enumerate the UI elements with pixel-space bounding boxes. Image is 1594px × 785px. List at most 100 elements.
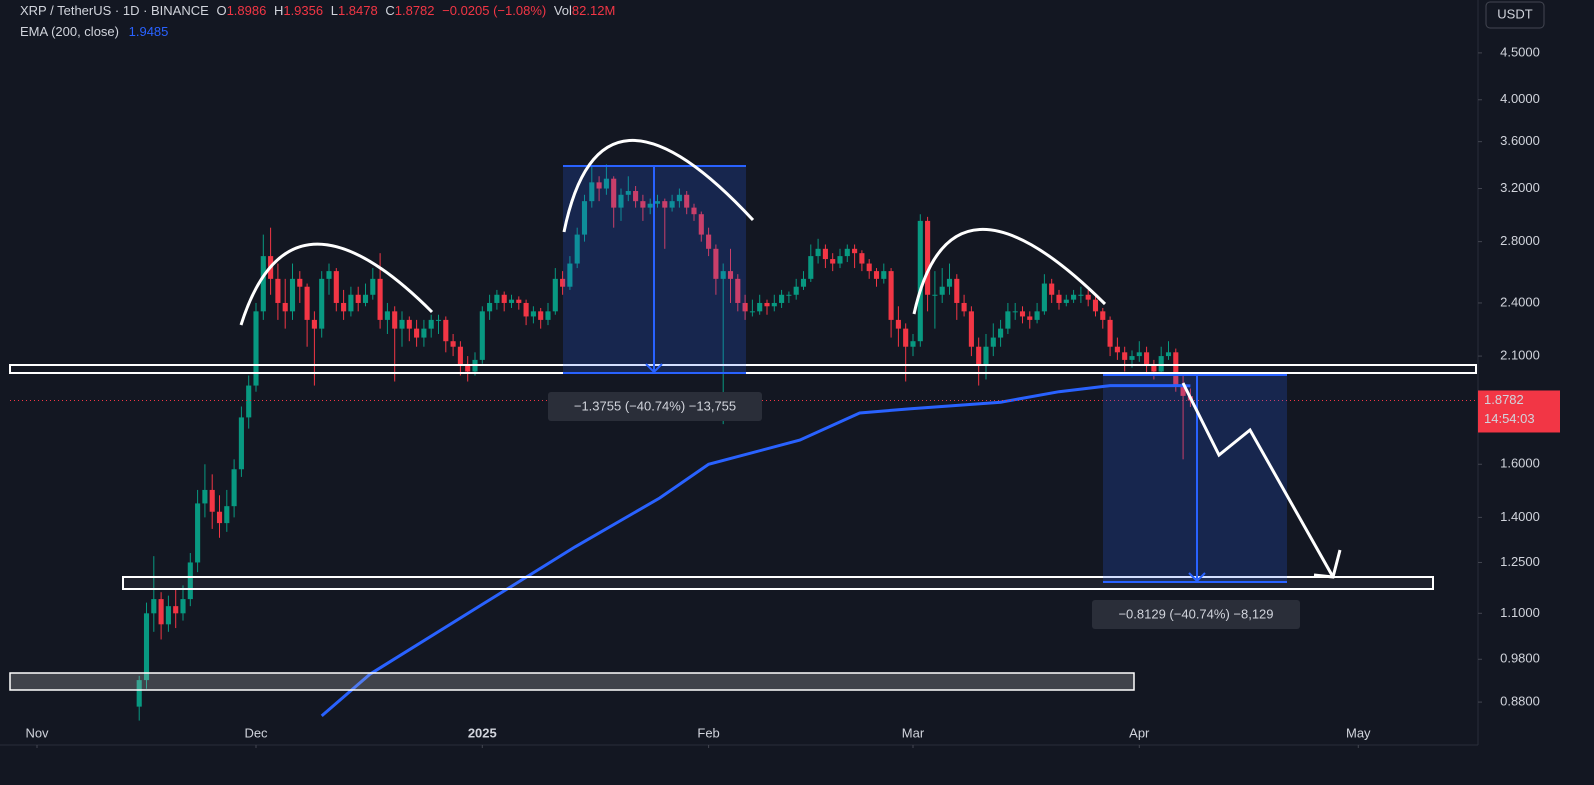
candle-body: [1049, 283, 1055, 295]
candle-body: [662, 201, 668, 208]
candle-body: [1151, 365, 1157, 372]
candle-body: [530, 311, 536, 317]
candle-body: [800, 278, 807, 287]
currency[interactable]: USDT: [1497, 6, 1532, 21]
y-tick-label: 3.2000: [1500, 180, 1540, 195]
ohlc-label: O: [216, 3, 226, 18]
candle-body: [523, 302, 529, 317]
candle-body: [173, 606, 179, 614]
pattern-curve: [562, 138, 755, 233]
price-tag-box: [1478, 390, 1560, 433]
measure-label-box: [548, 392, 762, 421]
candle-body: [392, 311, 398, 329]
candle-body: [961, 302, 967, 312]
candle-body: [202, 489, 208, 504]
candle-body: [976, 346, 982, 366]
candle-body: [231, 469, 237, 507]
candle-body: [326, 271, 332, 279]
candle-body: [596, 182, 602, 189]
candle-body: [822, 248, 828, 260]
y-tick-label: 4.5000: [1500, 44, 1540, 59]
candle-body: [910, 341, 916, 347]
candle-body: [341, 302, 347, 312]
candle-body: [253, 311, 259, 386]
candle-body: [1056, 294, 1062, 303]
candle-body: [932, 294, 938, 296]
ohlc-value: 1.9356: [283, 3, 323, 18]
candle-body: [1078, 294, 1084, 296]
candle-body: [143, 613, 150, 681]
candle-body: [684, 194, 690, 208]
candle-body: [669, 201, 675, 208]
candle-body: [370, 278, 376, 295]
candle-body: [1063, 299, 1069, 303]
ohlc-label: L: [331, 3, 338, 18]
candle-body: [603, 178, 609, 189]
candle-body: [691, 207, 697, 215]
candle-body: [946, 278, 953, 287]
candle-body: [399, 319, 405, 329]
header: XRP / TetherUS · 1D · BINANCE O1.8986 H1…: [20, 3, 615, 18]
candle-body: [384, 311, 390, 320]
candle-body: [625, 191, 631, 195]
candle-body: [698, 214, 704, 235]
candle-body: [793, 286, 799, 295]
candle-body: [1085, 294, 1091, 300]
x-tick-label: May: [1346, 725, 1371, 740]
candle-body: [647, 203, 653, 208]
candle-body: [844, 248, 850, 257]
countdown: 14:54:03: [1484, 411, 1535, 426]
candle-body: [1012, 311, 1018, 313]
candle-body: [786, 294, 792, 296]
support-zone: [9, 672, 1135, 691]
candle-body: [764, 302, 770, 307]
drawings: −1.3755 (−40.74%) −13,755 −0.8129 (−40.7…: [9, 138, 1477, 691]
candle-body: [282, 302, 288, 312]
plot-area: [10, 164, 1478, 721]
candle-body: [1173, 352, 1179, 386]
ohlc-value: 1.8782: [395, 3, 435, 18]
candle-body: [311, 319, 317, 329]
candle-body: [165, 606, 171, 625]
y-tick-label: 4.0000: [1500, 91, 1540, 106]
y-tick-label: 0.9800: [1500, 651, 1540, 666]
candle-body: [1144, 352, 1150, 366]
candle-body: [1180, 385, 1186, 396]
candle-body: [457, 346, 463, 366]
indicator-header: EMA (200, close) 1.9485: [20, 24, 168, 39]
symbol: XRP / TetherUS · 1D · BINANCE: [20, 3, 209, 18]
measure-label: −0.8129 (−40.74%) −8,129: [1118, 606, 1273, 621]
candle-body: [158, 599, 164, 625]
candle-body: [866, 263, 872, 272]
candle-body: [538, 311, 544, 320]
candle-body: [238, 417, 244, 470]
candle-body: [1122, 352, 1128, 360]
candle-body: [589, 182, 595, 202]
currency-button[interactable]: [1485, 1, 1545, 29]
candle-body: [435, 319, 442, 321]
candle-body: [1136, 352, 1142, 357]
candle-body: [560, 278, 566, 287]
candle-body: [516, 299, 522, 303]
candle-body: [567, 263, 573, 287]
measure-label-box: [1092, 600, 1300, 629]
candle-body: [618, 194, 624, 208]
candle-body: [954, 278, 960, 303]
candle-body: [209, 489, 215, 512]
candle-body: [289, 278, 296, 312]
candle-body: [187, 562, 193, 600]
ohlc-value: 1.8478: [338, 3, 378, 18]
candle-body: [224, 506, 230, 524]
candle-body: [837, 256, 843, 264]
x-tick-label: Dec: [244, 725, 268, 740]
candle-body: [859, 253, 865, 264]
y-tick-label: 3.6000: [1500, 133, 1540, 148]
pattern-curve: [912, 228, 1107, 315]
candle-body: [1114, 346, 1120, 353]
candle-body: [815, 248, 821, 257]
y-tick-label: 2.1000: [1500, 348, 1540, 363]
price-tag: 1.8782 14:54:03: [1478, 390, 1560, 433]
candle-body: [406, 319, 412, 329]
candle-body: [501, 294, 507, 303]
